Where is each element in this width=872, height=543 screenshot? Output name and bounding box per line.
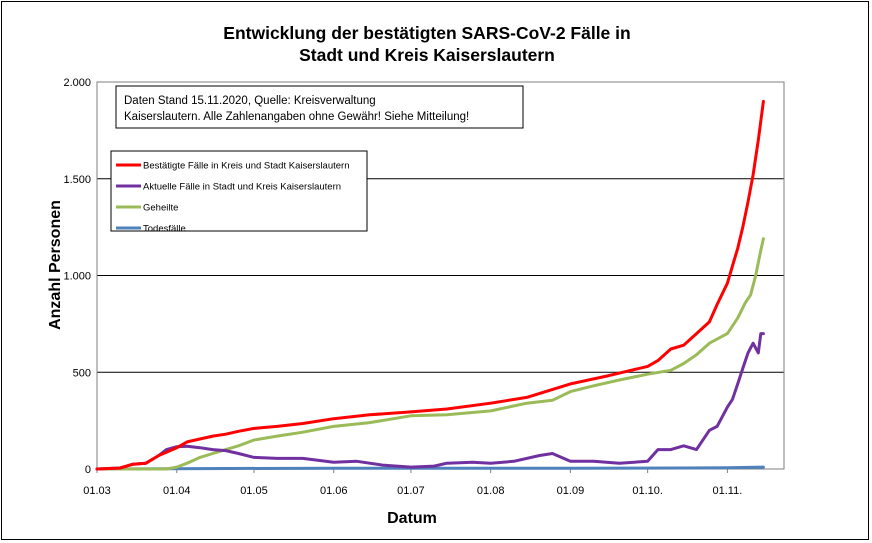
x-tick-label: 01.05 [240, 485, 268, 497]
series-line-1 [95, 332, 765, 471]
note-box: Daten Stand 15.11.2020, Quelle: Kreisver… [115, 85, 524, 129]
legend-label: Geheilte [143, 203, 178, 214]
legend-frame [110, 150, 368, 232]
y-tick-label: 1.500 [63, 174, 91, 186]
x-tick-label: 01.10. [632, 485, 663, 497]
chart-title-line1: Entwicklung der bestätigten SARS-CoV-2 F… [223, 23, 630, 43]
y-tick-labels: 0 500 1.000 1.500 2.000 [63, 77, 91, 476]
y-tick-label: 1.000 [63, 271, 91, 283]
note-box-frame [115, 85, 524, 129]
x-tick-label: 01.03 [83, 485, 111, 497]
legend-entries: Bestätigte Fälle in Kreis und Stadt Kais… [116, 161, 349, 235]
x-tick-label: 01.08 [477, 485, 505, 497]
note-line2: Kaiserslautern. Alle Zahlenangaben ohne … [124, 111, 469, 123]
legend: Bestätigte Fälle in Kreis und Stadt Kais… [110, 150, 368, 235]
x-tick-label: 01.06 [320, 485, 348, 497]
note-line1: Daten Stand 15.11.2020, Quelle: Kreisver… [124, 95, 376, 107]
series-line-3 [95, 465, 765, 471]
x-tick-label: 01.09 [557, 485, 585, 497]
legend-label: Aktuelle Fälle in Stadt und Kreis Kaiser… [143, 182, 341, 193]
series-lines [95, 99, 765, 471]
series-line-0 [95, 99, 765, 471]
x-tick-label: 01.07 [397, 485, 425, 497]
x-axis-title: Datum [387, 510, 437, 527]
chart-title-line2: Stadt und Kreis Kaiserslautern [299, 45, 555, 65]
x-tick-label: 01.11. [713, 485, 743, 497]
legend-label: Todesfälle [143, 224, 186, 235]
y-tick-label: 0 [85, 464, 91, 476]
x-tick-label: 01.04 [163, 485, 191, 497]
x-tick-labels: 01.03 01.04 01.05 01.06 01.07 01.08 01.09 01.10… [83, 485, 742, 497]
y-tick-label: 2.000 [63, 77, 91, 89]
legend-label: Bestätigte Fälle in Kreis und Stadt Kais… [143, 161, 349, 172]
series-line-2 [95, 237, 765, 471]
y-tick-label: 500 [73, 367, 91, 379]
y-axis-title: Anzahl Personen [47, 200, 64, 330]
